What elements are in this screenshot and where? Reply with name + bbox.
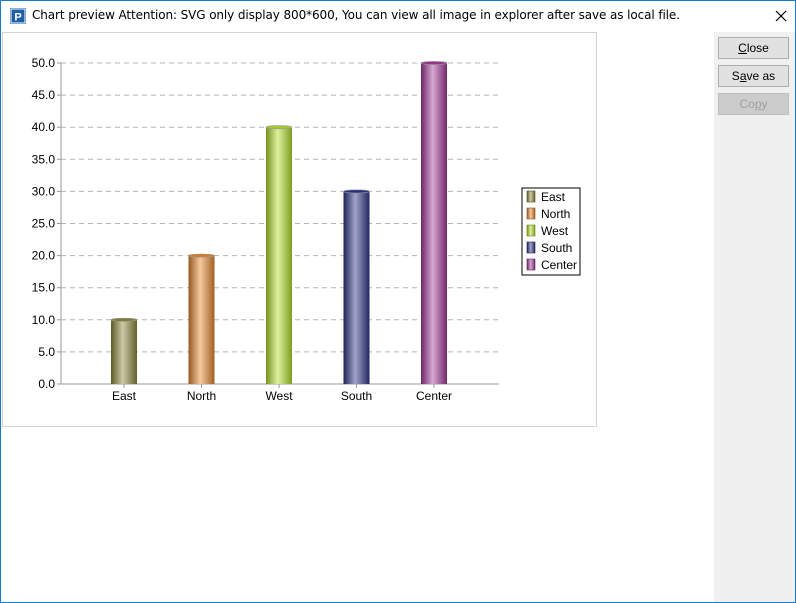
- legend-swatch: [526, 241, 536, 254]
- legend-swatch: [526, 258, 536, 271]
- legend-swatch: [526, 207, 536, 220]
- bar-west: [266, 127, 292, 384]
- bar-cap-north: [188, 253, 215, 258]
- y-tick-label: 10.0: [32, 313, 56, 327]
- bar-cap-east: [110, 317, 138, 322]
- x-tick-label: North: [187, 389, 216, 403]
- window-close-icon[interactable]: [768, 4, 794, 28]
- app-icon: P: [10, 8, 26, 24]
- bar-north: [188, 255, 215, 384]
- chart-preview-area: 0.0 5.0 10.0 15.0 20.0 25.0 30.0 35.0 40.0 45.0 50…: [2, 32, 597, 427]
- app-icon-letter: P: [14, 12, 21, 24]
- y-tick-label: 5.0: [38, 345, 55, 359]
- legend-swatch: [526, 190, 536, 203]
- copy-button[interactable]: Co p y: [718, 93, 789, 115]
- y-tick-label: 0.0: [38, 377, 55, 391]
- legend-swatch: [526, 224, 536, 237]
- legend-label: East: [541, 190, 566, 204]
- bar-east: [111, 319, 137, 384]
- y-tick-label: 40.0: [32, 120, 56, 134]
- y-tick-label: 20.0: [32, 249, 56, 263]
- bar-cap-south: [343, 189, 370, 194]
- bar-cap-west: [265, 125, 293, 130]
- legend-label: North: [541, 207, 570, 221]
- x-tick-label: West: [265, 389, 293, 403]
- y-tick-label: 45.0: [32, 88, 56, 102]
- y-tick-label: 30.0: [32, 184, 56, 198]
- y-tick-label: 15.0: [32, 281, 56, 295]
- y-tick-label: 50.0: [32, 56, 56, 70]
- x-tick-label: Center: [416, 389, 452, 403]
- legend-label: South: [541, 241, 572, 255]
- legend-label: West: [541, 224, 569, 238]
- y-tick-label: 35.0: [32, 152, 56, 166]
- bar-chart: 0.0 5.0 10.0 15.0 20.0 25.0 30.0 35.0 40.0 45.0 50…: [32, 56, 581, 403]
- window-title: Chart preview Attention: SVG only displa…: [32, 8, 680, 22]
- legend-label: Center: [541, 258, 577, 272]
- bar-cap-center: [420, 61, 448, 65]
- title-bar: P Chart preview Attention: SVG only disp…: [1, 1, 795, 31]
- x-tick-label: East: [112, 389, 137, 403]
- bar-center: [421, 63, 447, 384]
- y-tick-label: 25.0: [32, 217, 56, 231]
- x-tick-label: South: [341, 389, 372, 403]
- bar-south: [343, 191, 370, 384]
